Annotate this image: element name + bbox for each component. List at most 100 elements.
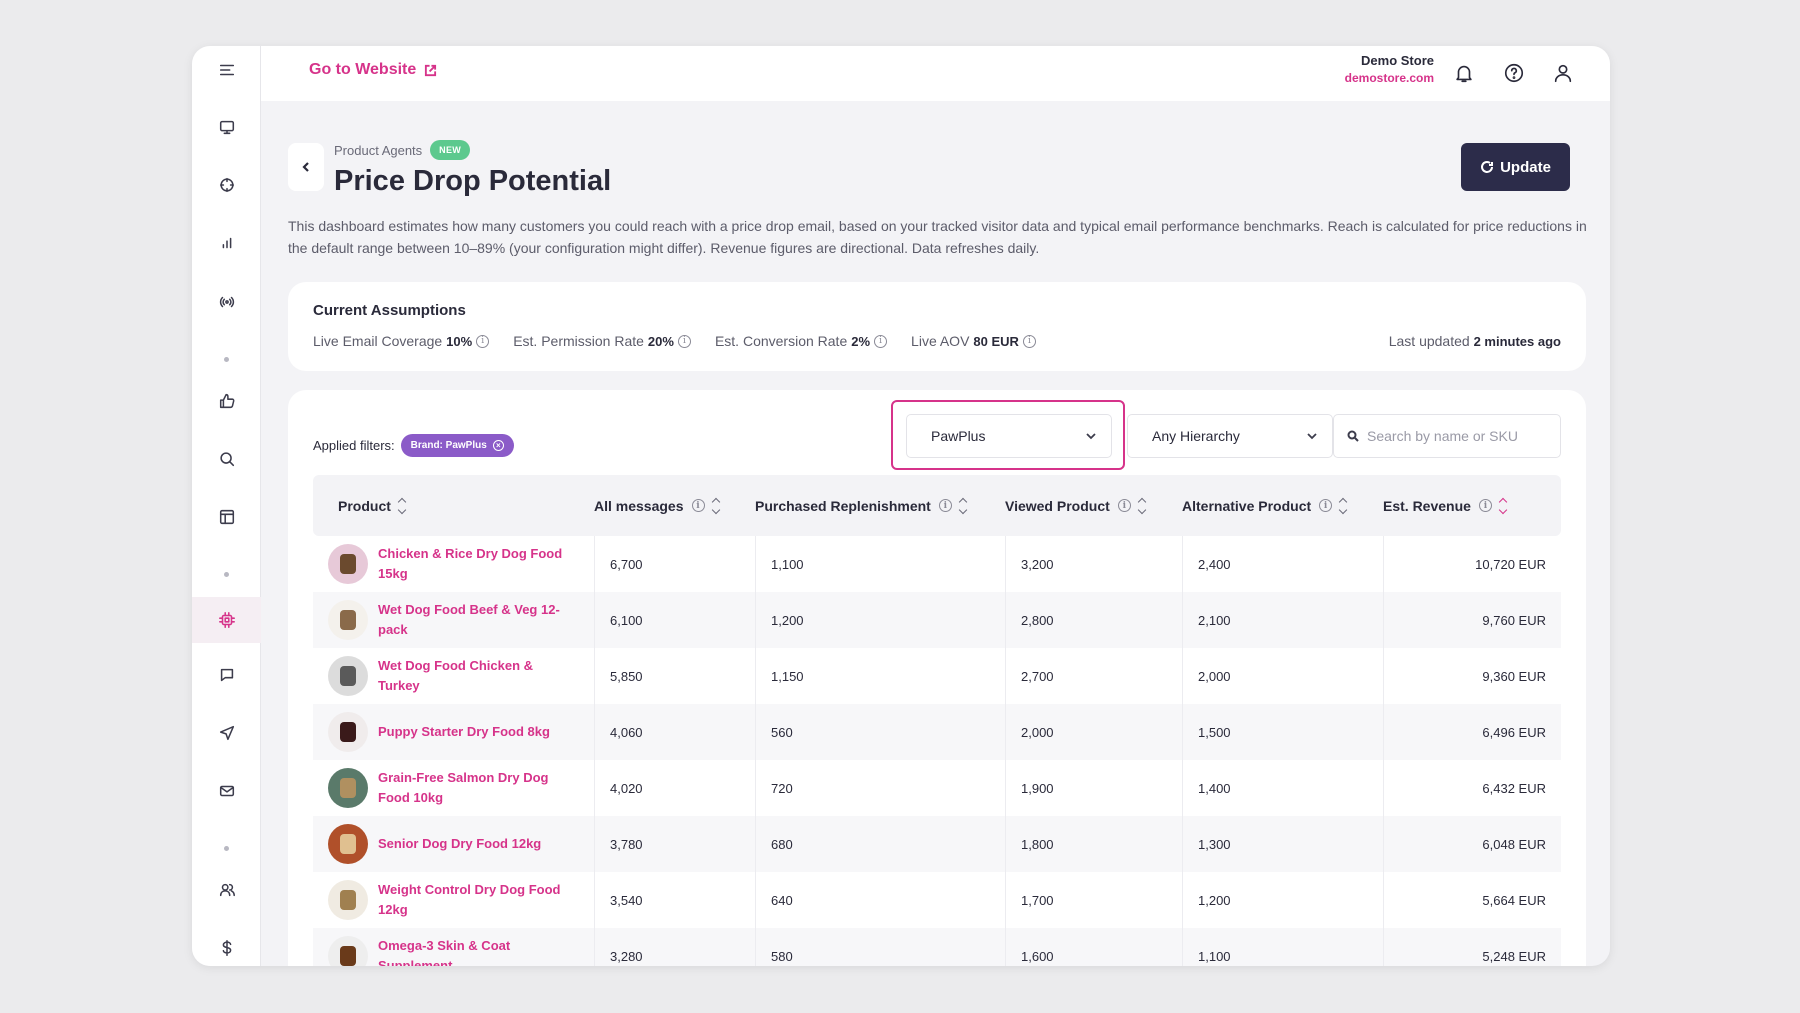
user-profile-icon[interactable] xyxy=(1550,60,1576,86)
sort-icon[interactable] xyxy=(1338,497,1348,514)
info-icon[interactable]: i xyxy=(874,334,888,348)
info-icon[interactable]: i xyxy=(1319,499,1333,512)
table-row[interactable]: Wet Dog Food Chicken & Turkey 5,850 1,150 2… xyxy=(313,648,1561,704)
cell-est-revenue: 6,048 EUR xyxy=(1383,816,1561,872)
crosshair-icon[interactable] xyxy=(192,165,261,205)
chat-bubble-icon[interactable] xyxy=(192,655,261,695)
product-name-link[interactable]: Weight Control Dry Dog Food 12kg xyxy=(378,882,561,917)
cell-all-messages: 6,700 xyxy=(594,536,755,592)
column-header-purchased-replenishment[interactable]: Purchased Replenishment i xyxy=(755,497,1005,514)
cell-alternative-product: 1,400 xyxy=(1182,760,1383,816)
column-label: Purchased Replenishment xyxy=(755,497,931,514)
back-button[interactable] xyxy=(288,143,324,191)
table-row[interactable]: Puppy Starter Dry Food 8kg 4,060 560 2,000 1… xyxy=(313,704,1561,760)
remove-filter-icon[interactable]: × xyxy=(492,440,504,451)
column-header-product[interactable]: Product xyxy=(313,497,594,514)
help-icon[interactable] xyxy=(1501,60,1527,86)
brand-select[interactable]: PawPlus xyxy=(906,414,1112,458)
table-row[interactable]: Omega-3 Skin & Coat Supplement 3,280 580 1,… xyxy=(313,928,1561,966)
layout-icon[interactable] xyxy=(192,497,261,537)
product-name-link[interactable]: Omega-3 Skin & Coat Supplement xyxy=(378,938,511,966)
sort-icon[interactable] xyxy=(958,497,968,514)
users-icon[interactable] xyxy=(192,870,261,910)
product-name-link[interactable]: Puppy Starter Dry Food 8kg xyxy=(378,724,550,739)
info-icon[interactable]: i xyxy=(1117,499,1131,512)
product-name-link[interactable]: Chicken & Rice Dry Dog Food 15kg xyxy=(378,546,563,581)
cell-alternative-product: 2,000 xyxy=(1182,648,1383,704)
filter-chip-brand[interactable]: Brand: PawPlus × xyxy=(400,434,514,457)
cell-purchased-replenishment: 720 xyxy=(755,760,1005,816)
cell-product: Wet Dog Food Chicken & Turkey xyxy=(313,648,594,704)
cell-purchased-replenishment: 1,200 xyxy=(755,592,1005,648)
go-to-website-link[interactable]: Go to Website xyxy=(309,61,437,79)
cell-all-messages: 6,100 xyxy=(594,592,755,648)
cell-viewed-product: 2,700 xyxy=(1005,648,1182,704)
sort-icon[interactable] xyxy=(711,497,720,514)
cell-est-revenue: 6,496 EUR xyxy=(1383,704,1561,760)
breadcrumb: Product Agents NEW xyxy=(334,140,471,160)
assumption-permission-rate: Est. Permission Rate 20% i xyxy=(513,333,691,349)
cell-est-revenue: 9,760 EUR xyxy=(1383,592,1561,648)
update-button[interactable]: Update xyxy=(1461,143,1570,191)
info-icon[interactable]: i xyxy=(677,334,691,348)
table-row[interactable]: Grain-Free Salmon Dry Dog Food 10kg 4,020… xyxy=(313,760,1561,816)
assumption-label: Est. Permission Rate xyxy=(513,333,644,349)
sort-icon[interactable] xyxy=(1137,497,1147,514)
bar-chart-icon[interactable] xyxy=(192,223,261,263)
product-thumbnail xyxy=(328,712,368,752)
broadcast-icon[interactable] xyxy=(192,282,261,322)
store-info[interactable]: Demo Store demostore.com xyxy=(1345,53,1434,85)
info-icon[interactable]: i xyxy=(1478,499,1492,512)
cell-alternative-product: 2,100 xyxy=(1182,592,1383,648)
cell-alternative-product: 1,200 xyxy=(1182,872,1383,928)
product-name-link[interactable]: Wet Dog Food Beef & Veg 12-pack xyxy=(378,602,560,637)
sort-icon[interactable] xyxy=(1498,497,1508,514)
cell-all-messages: 5,850 xyxy=(594,648,755,704)
product-thumbnail xyxy=(328,544,368,584)
brand-select-highlight xyxy=(891,400,1125,470)
column-label: Viewed Product xyxy=(1005,497,1110,514)
assumptions-title: Current Assumptions xyxy=(313,302,466,319)
menu-toggle-icon[interactable] xyxy=(192,50,261,90)
column-label: Alternative Product xyxy=(1182,497,1312,514)
product-thumbnail xyxy=(328,880,368,920)
cpu-chip-icon[interactable] xyxy=(192,597,261,643)
cell-purchased-replenishment: 680 xyxy=(755,816,1005,872)
chevron-down-icon xyxy=(1307,433,1317,440)
info-icon[interactable]: i xyxy=(476,334,490,348)
table-row[interactable]: Weight Control Dry Dog Food 12kg 3,540 640… xyxy=(313,872,1561,928)
assumption-live-aov: Live AOV 80 EUR i xyxy=(911,333,1036,349)
column-header-est-revenue[interactable]: Est. Revenue i xyxy=(1383,497,1561,514)
cell-all-messages: 3,780 xyxy=(594,816,755,872)
cell-purchased-replenishment: 560 xyxy=(755,704,1005,760)
assumptions-list: Live Email Coverage 10% i Est. Permissio… xyxy=(313,333,1036,349)
sort-icon[interactable] xyxy=(397,497,407,514)
info-icon[interactable]: i xyxy=(938,499,952,512)
bell-icon[interactable] xyxy=(1451,60,1477,86)
column-header-viewed-product[interactable]: Viewed Product i xyxy=(1005,497,1182,514)
thumbs-up-icon[interactable] xyxy=(192,381,261,421)
product-name-link[interactable]: Wet Dog Food Chicken & Turkey xyxy=(378,658,534,693)
column-header-all-messages[interactable]: All messages i xyxy=(594,497,755,514)
chevron-left-icon xyxy=(302,162,309,172)
cell-viewed-product: 1,700 xyxy=(1005,872,1182,928)
search-icon[interactable] xyxy=(192,439,261,479)
product-thumbnail xyxy=(328,656,368,696)
info-icon[interactable]: i xyxy=(691,499,705,512)
cell-all-messages: 3,280 xyxy=(594,928,755,966)
column-header-alternative-product[interactable]: Alternative Product i xyxy=(1182,497,1383,514)
mail-icon[interactable] xyxy=(192,771,261,811)
info-icon[interactable]: i xyxy=(1022,334,1036,348)
table-row[interactable]: Senior Dog Dry Food 12kg 3,780 680 1,800 1,3… xyxy=(313,816,1561,872)
cell-product: Omega-3 Skin & Coat Supplement xyxy=(313,928,594,966)
dollar-icon[interactable] xyxy=(192,928,261,966)
product-name-link[interactable]: Grain-Free Salmon Dry Dog Food 10kg xyxy=(378,770,549,805)
table-row[interactable]: Wet Dog Food Beef & Veg 12-pack 6,100 1,20… xyxy=(313,592,1561,648)
search-input[interactable]: Search by name or SKU xyxy=(1333,414,1561,458)
filter-chip-label: Brand: PawPlus xyxy=(410,440,487,451)
send-icon[interactable] xyxy=(192,713,261,753)
hierarchy-select[interactable]: Any Hierarchy xyxy=(1127,414,1333,458)
table-row[interactable]: Chicken & Rice Dry Dog Food 15kg 6,700 1,1… xyxy=(313,536,1561,592)
monitor-icon[interactable] xyxy=(192,107,261,147)
product-name-link[interactable]: Senior Dog Dry Food 12kg xyxy=(378,836,542,851)
